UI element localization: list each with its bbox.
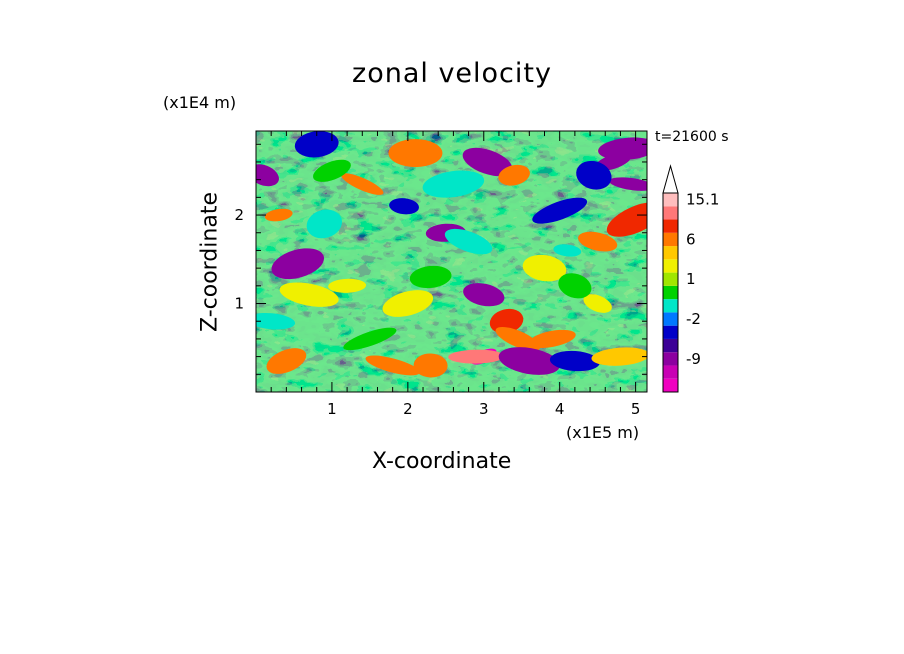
field-feature [598,137,647,160]
field-feature [271,248,324,280]
chart-title: zonal velocity [352,58,552,89]
field-feature [583,294,612,313]
x-tick-label: 1 [327,400,337,418]
field-feature [495,326,541,351]
field-feature [576,160,612,190]
plot-area [256,131,647,392]
field-feature [528,329,576,349]
colorbar-segment [663,232,678,247]
colorbar-segment [663,352,678,366]
field-feature [343,327,397,351]
colorbar-segment [663,246,678,260]
field-feature [606,202,647,237]
field-feature [382,290,434,317]
field-feature [553,244,582,257]
colorbar-segment [663,285,678,300]
field-feature [532,197,588,224]
x-tick-label: 3 [479,400,489,418]
colorbar-tick-label: -9 [686,350,701,368]
colorbar-segment [663,272,678,286]
field-feature [388,139,443,168]
colorbar-segment [663,193,678,207]
colorbar-segment [663,312,678,326]
field-feature [389,198,419,215]
field-feature [522,254,567,282]
x-unit-label: (x1E5 m) [566,423,640,442]
colorbar-segment [663,378,678,392]
field-feature [462,147,513,177]
x-tick-label: 2 [403,400,413,418]
colorbar-tick-label: 15.1 [686,191,719,209]
field-feature [256,312,296,330]
field-feature [312,159,351,182]
z-unit-label: (x1E4 m) [163,93,237,112]
field-feature [365,355,420,376]
field-feature [609,177,647,191]
plot-frame [255,130,648,393]
colorbar-extend-arrow [662,164,679,194]
field-feature [489,308,524,334]
field-feature [444,228,493,255]
field-feature [463,283,505,307]
colorbar-tick-label: 1 [686,270,696,288]
field-feature [591,347,647,366]
y-tick-label: 2 [234,206,244,224]
field-feature [409,265,452,289]
field-feature [422,170,485,198]
time-label: t=21600 s [655,129,729,145]
field-feature [266,348,307,374]
field-feature [578,231,618,252]
field-feature [448,349,505,364]
field-feature [294,131,339,158]
colorbar: 15.1 6 1 -2 -9 [662,164,719,393]
colorbar-segment [663,365,678,379]
field-feature [498,347,560,375]
colorbar-segment [663,299,678,313]
colorbar-segment [663,219,678,233]
x-axis-label: X-coordinate [372,449,512,474]
colorbar-segment [663,206,678,220]
colorbar-segment [663,259,678,273]
field-feature [328,278,367,293]
field-feature [264,208,293,222]
field-feature [306,209,343,239]
x-tick-label: 5 [631,400,641,418]
colorbar-segment [663,338,678,353]
colorbar-tick-label: -2 [686,310,701,328]
field-feature [256,164,279,187]
field-feature [558,273,592,299]
field-feature [413,353,448,378]
field-feature [341,173,384,195]
field-feature [279,282,339,307]
field-feature [549,350,600,372]
field-feature [498,164,530,186]
colorbar-tick-label: 6 [686,230,696,248]
colorbar-segment [663,325,678,339]
y-tick-label: 1 [234,295,244,313]
x-tick-label: 4 [555,400,565,418]
